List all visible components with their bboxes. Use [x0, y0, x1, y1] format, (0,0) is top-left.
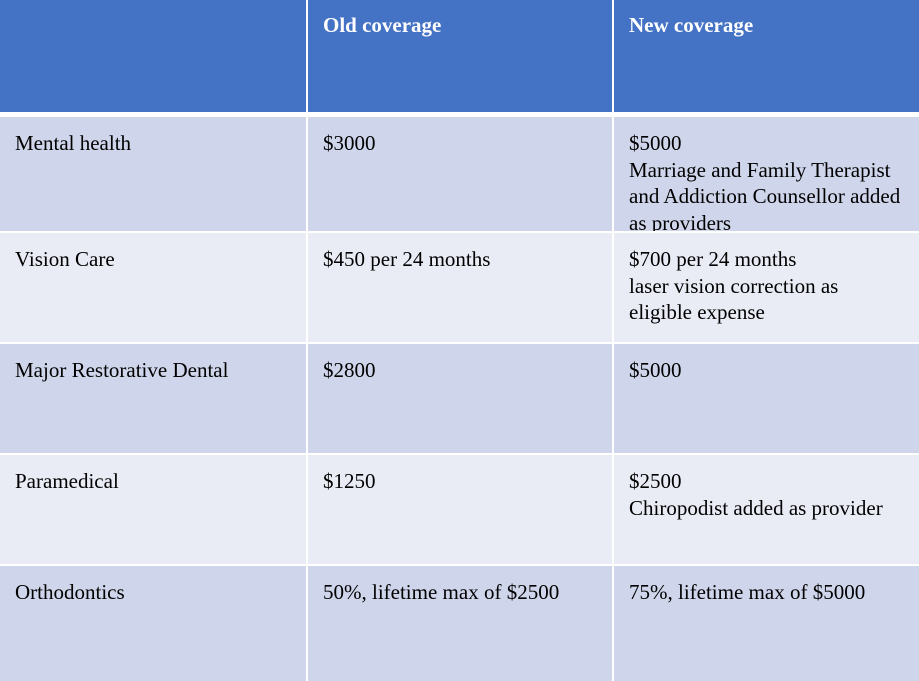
old-coverage-vision-care: $450 per 24 months: [306, 231, 612, 342]
row-label-vision-care: Vision Care: [0, 231, 306, 342]
old-coverage-major-restorative-dental: $2800: [306, 342, 612, 453]
new-coverage-vision-care: $700 per 24 months laser vision correcti…: [612, 231, 919, 342]
header-cell-old-coverage: Old coverage: [306, 0, 612, 112]
new-coverage-orthodontics: 75%, lifetime max of $5000: [612, 564, 919, 681]
old-coverage-mental-health: $3000: [306, 112, 612, 231]
new-coverage-major-restorative-dental: $5000: [612, 342, 919, 453]
old-coverage-paramedical: $1250: [306, 453, 612, 564]
old-coverage-orthodontics: 50%, lifetime max of $2500: [306, 564, 612, 681]
row-label-major-restorative-dental: Major Restorative Dental: [0, 342, 306, 453]
row-label-orthodontics: Orthodontics: [0, 564, 306, 681]
new-coverage-mental-health: $5000 Marriage and Family Therapist and …: [612, 112, 919, 235]
row-label-paramedical: Paramedical: [0, 453, 306, 564]
header-cell-blank: [0, 0, 306, 112]
row-label-mental-health: Mental health: [0, 112, 306, 231]
new-coverage-paramedical: $2500 Chiropodist added as provider: [612, 453, 919, 564]
header-cell-new-coverage: New coverage: [612, 0, 919, 112]
